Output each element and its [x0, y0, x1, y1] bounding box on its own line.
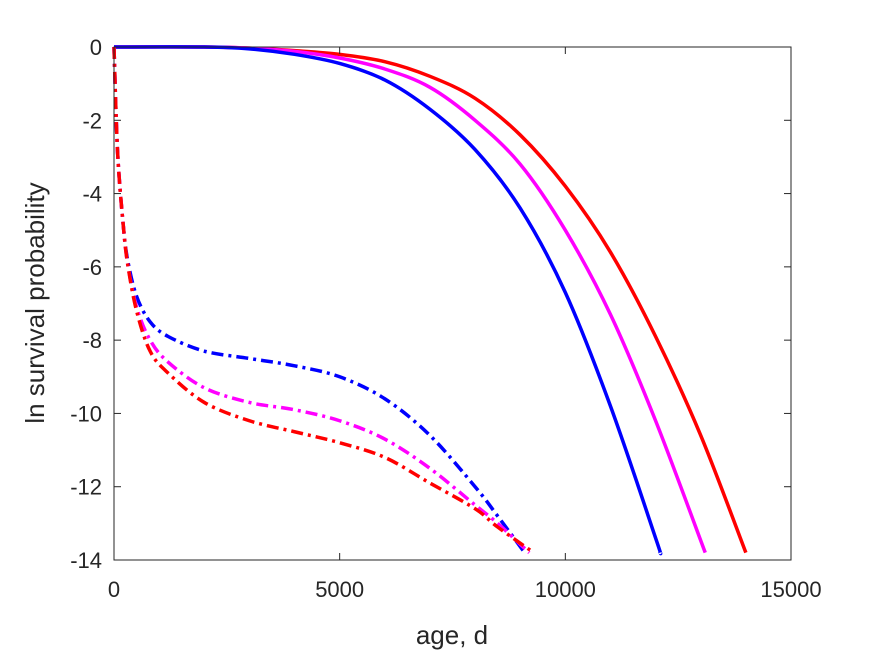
x-tick-label: 15000	[760, 577, 821, 602]
y-axis-label: ln survival probability	[20, 182, 50, 423]
ticks-layer: 0 5000 10000 15000 0 -2 -4 -6 -8 -10 -12 -14	[70, 35, 821, 602]
plot-frame	[113, 46, 792, 561]
y-tick-label: -4	[82, 182, 102, 207]
y-tick-label: 0	[90, 35, 102, 60]
x-tick-label: 0	[108, 577, 120, 602]
y-tick-label: -6	[82, 255, 102, 280]
series-layer	[112, 45, 748, 556]
y-tick-label: -2	[82, 108, 102, 133]
plot-area	[114, 47, 791, 560]
series-line-solid-2	[113, 45, 663, 556]
y-tick-label: -14	[70, 548, 102, 573]
x-axis-label: age, d	[416, 620, 488, 650]
series-line-dashdot-5	[112, 46, 535, 555]
y-tick-label: -12	[70, 475, 102, 500]
x-tick-label: 5000	[315, 577, 364, 602]
y-tick-label: -10	[70, 401, 102, 426]
y-tick-label: -8	[82, 328, 102, 353]
x-tick-label: 10000	[535, 577, 596, 602]
